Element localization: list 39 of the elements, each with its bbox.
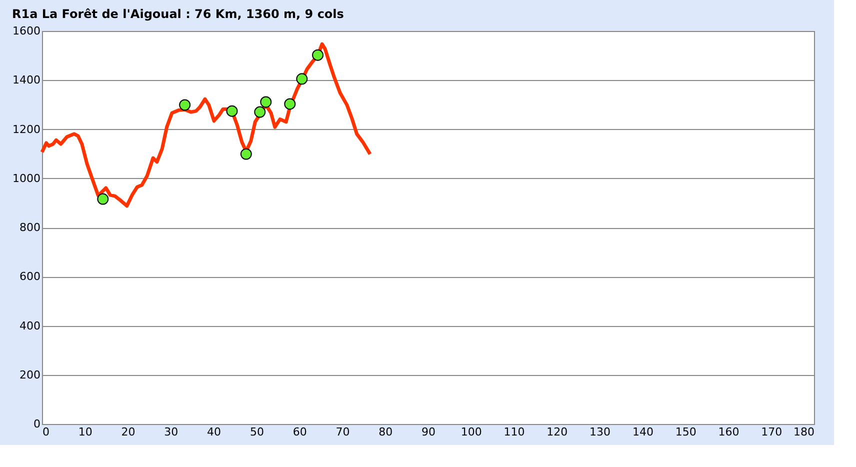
x-tick-label: 110 xyxy=(504,426,525,438)
x-tick-label: 0 xyxy=(42,426,50,438)
x-tick-label: 100 xyxy=(460,426,482,438)
y-tick-label: 1600 xyxy=(12,24,40,38)
x-tick-label: 180 xyxy=(794,426,814,438)
y-tick-label: 1400 xyxy=(12,74,40,87)
line-series xyxy=(40,42,372,208)
y-tick-label: 1000 xyxy=(12,172,40,185)
point xyxy=(240,148,252,160)
x-tick-label: 40 xyxy=(207,426,222,438)
x-tick-label: 140 xyxy=(632,426,654,438)
y-tick-label: 600 xyxy=(20,270,40,284)
x-tick-label: 170 xyxy=(761,426,782,438)
point xyxy=(97,193,109,205)
x-tick-label: 120 xyxy=(546,426,568,438)
x-tick-label: 130 xyxy=(590,426,611,438)
point xyxy=(284,98,296,110)
point xyxy=(254,106,266,118)
point xyxy=(226,105,238,117)
point xyxy=(179,99,191,111)
x-tick-label: 80 xyxy=(378,426,393,438)
x-tick-label: 60 xyxy=(292,426,307,438)
point xyxy=(260,96,272,108)
x-tick-label: 30 xyxy=(164,426,178,438)
y-tick-label: 0 xyxy=(34,418,40,430)
x-tick-label: 20 xyxy=(121,426,136,438)
y-tick-label: 200 xyxy=(20,368,40,382)
y-tick-label: 400 xyxy=(20,319,40,332)
x-tick-label: 70 xyxy=(336,426,350,438)
y-tick-label: 800 xyxy=(20,221,40,234)
chart-title: R1a La Forêt de l'Aigoual : 76 Km, 1360 m, 9 cols xyxy=(12,7,344,21)
x-tick-label: 50 xyxy=(250,426,264,438)
point xyxy=(312,49,324,61)
x-tick-label: 150 xyxy=(675,426,696,438)
y-tick-label: 1200 xyxy=(12,122,40,136)
x-tick-label: 90 xyxy=(422,426,436,438)
x-tick-label: 10 xyxy=(78,426,92,438)
point xyxy=(296,73,308,85)
x-tick-label: 160 xyxy=(718,426,740,438)
